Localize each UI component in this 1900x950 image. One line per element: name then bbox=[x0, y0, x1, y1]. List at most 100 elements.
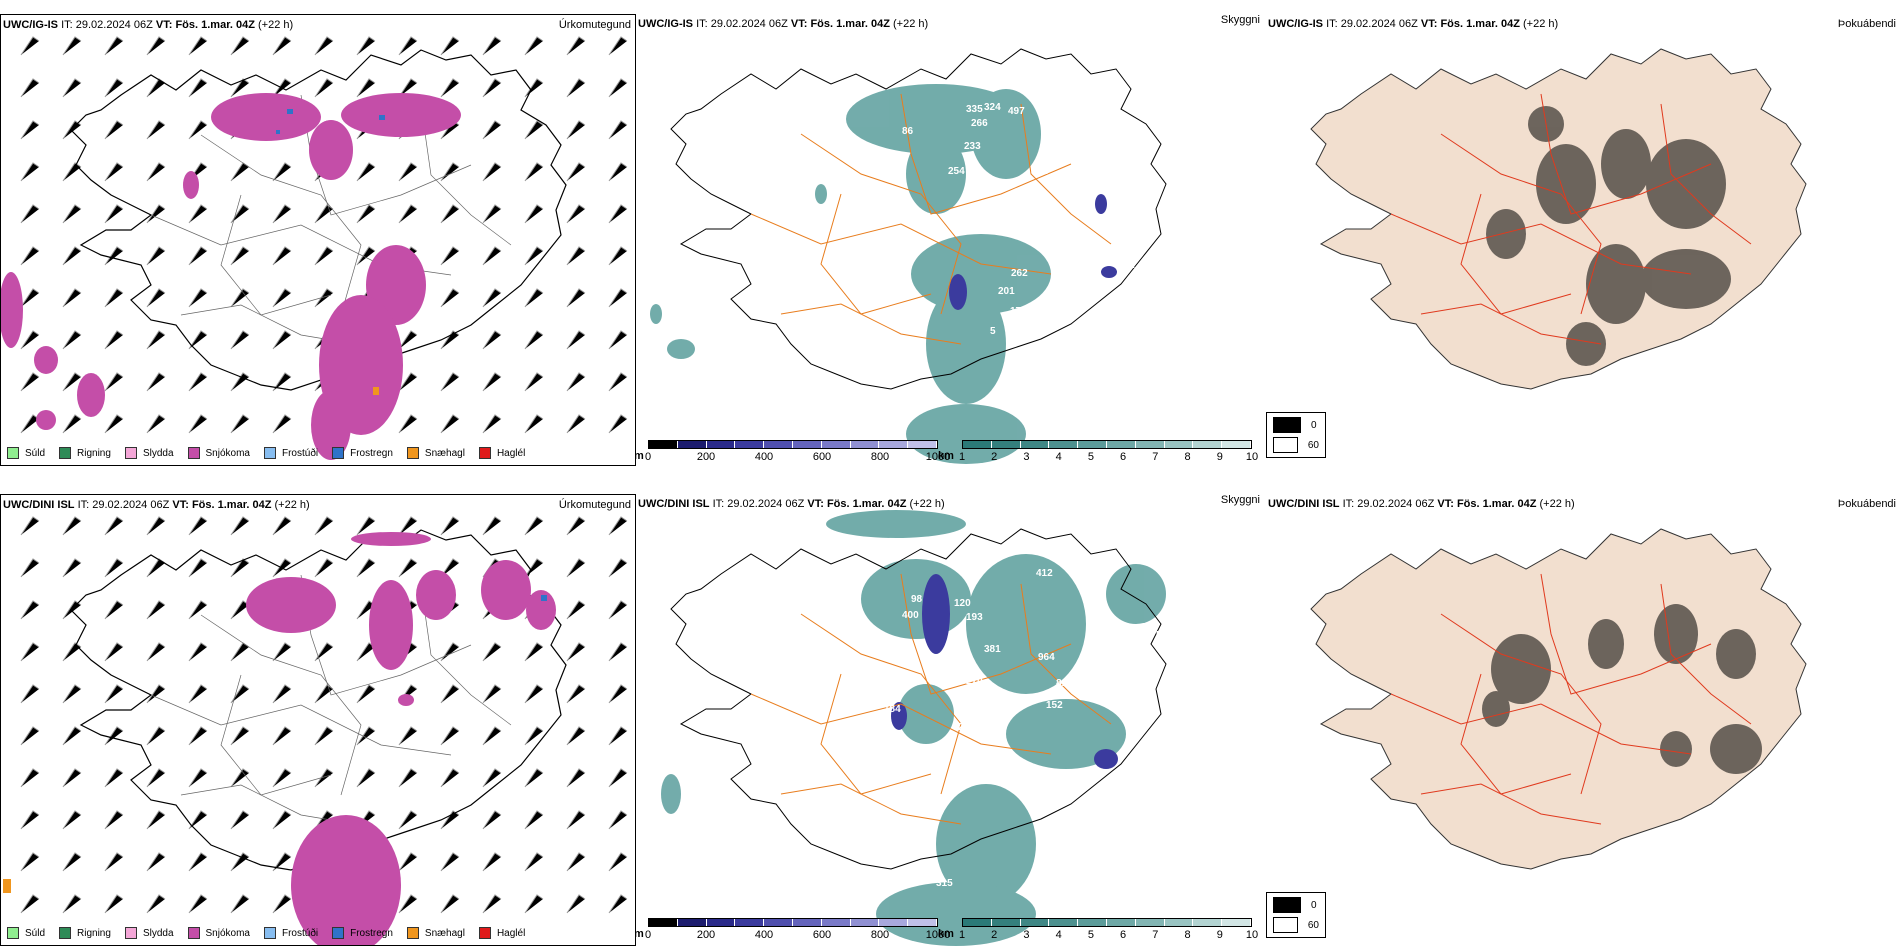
visibility-label: 497 bbox=[1008, 106, 1025, 117]
colorbar-tick: 7 bbox=[1152, 451, 1159, 463]
low-visibility-area bbox=[650, 84, 1051, 464]
colorbar-tick: 2 bbox=[991, 929, 998, 941]
panel-title: Úrkomutegund bbox=[558, 19, 631, 31]
visibility-label: 818 bbox=[1056, 678, 1073, 689]
cloud-base-colorbar: 0 200 400 600 800 1000 m bbox=[636, 440, 950, 466]
colorbar-tick: 9 bbox=[1216, 929, 1223, 941]
colorbar-tick: 0 bbox=[644, 451, 652, 463]
colorbar-tick: 4 bbox=[1055, 451, 1062, 463]
snow-area bbox=[1, 93, 461, 460]
fog-area bbox=[1486, 106, 1731, 366]
fog-legend-top: 0 60 bbox=[1266, 412, 1326, 458]
colorbar-tick: 9 bbox=[1216, 451, 1223, 463]
visibility-label: 5 bbox=[990, 326, 996, 337]
colorbar-tick: 1 bbox=[958, 451, 966, 463]
visibility-label: 199 bbox=[1126, 766, 1143, 777]
visibility-label: 964 bbox=[1038, 652, 1055, 663]
visibility-label: 55 bbox=[1156, 630, 1168, 641]
colorbar-tick: 7 bbox=[1152, 929, 1159, 941]
visibility-label: 331 bbox=[1031, 166, 1048, 177]
legend-item-snjokoma: Snjókoma bbox=[187, 447, 250, 459]
visibility-label: 173 bbox=[876, 726, 893, 737]
legend-item-frostudi: Frostúði bbox=[263, 927, 318, 939]
fog-area bbox=[1482, 604, 1762, 774]
visibility-label: 400 bbox=[902, 610, 919, 621]
visibility-label: 193 bbox=[966, 612, 983, 623]
fog-panel-top: UWC/IG-IS IT: 29.02.2024 06Z VT: Fös. 1.… bbox=[1266, 14, 1900, 466]
fog-legend-bottom: 0 60 bbox=[1266, 892, 1326, 938]
legend-item-rigning: Rigning bbox=[59, 927, 111, 939]
visibility-label: 173 bbox=[1010, 306, 1027, 317]
visibility-label: 503 bbox=[1056, 312, 1073, 323]
panel-header: UWC/DINI ISL IT: 29.02.2024 06Z VT: Fös.… bbox=[1268, 498, 1575, 510]
visibility-label: 254 bbox=[948, 166, 965, 177]
visibility-label: 233 bbox=[964, 141, 981, 152]
visibility-label: 270 bbox=[966, 676, 983, 687]
colorbar-tick: 1 bbox=[958, 929, 966, 941]
colorbar-tick: 600 bbox=[812, 929, 832, 941]
precip-map bbox=[1, 36, 628, 460]
colorbar-tick: 8 bbox=[1184, 451, 1191, 463]
legend-item-snaehagl: Snæhagl bbox=[406, 927, 465, 939]
colorbar-tick: 10 bbox=[1245, 451, 1259, 463]
visibility-label: 201 bbox=[998, 286, 1015, 297]
colorbar-tick: 800 bbox=[870, 929, 890, 941]
colorbar-tick: 5 bbox=[1087, 451, 1094, 463]
visibility-label: 86 bbox=[902, 126, 914, 137]
colorbar-tick: 200 bbox=[696, 451, 716, 463]
colorbar-tick: 0 bbox=[644, 929, 652, 941]
legend-item-rigning: Rigning bbox=[59, 447, 111, 459]
legend-item-frostregn: Frostregn bbox=[332, 927, 393, 939]
colorbar-tick: 3 bbox=[1023, 451, 1030, 463]
precip-type-legend: Súld Rigning Slydda Snjókoma Frostúði Fr… bbox=[7, 447, 539, 459]
colorbar-tick: 600 bbox=[812, 451, 832, 463]
legend-item-haglel: Haglél bbox=[478, 447, 525, 459]
panel-header: UWC/IG-IS IT: 29.02.2024 06Z VT: Fös. 1.… bbox=[638, 18, 929, 30]
panel-title: Þokuábendi bbox=[1837, 18, 1896, 30]
colorbar-tick: 400 bbox=[754, 929, 774, 941]
fog-map bbox=[1310, 48, 1807, 390]
legend-item-sudd: Súld bbox=[7, 927, 45, 939]
colorbar-tick: 200 bbox=[696, 929, 716, 941]
visibility-label: 152 bbox=[1118, 260, 1135, 271]
colorbar-tick: 3 bbox=[1023, 929, 1030, 941]
colorbar-tick: 10 bbox=[1245, 929, 1259, 941]
colorbar-tick: 400 bbox=[754, 451, 774, 463]
panel-title: Úrkomutegund bbox=[558, 499, 631, 511]
panel-title: Þokuábendi bbox=[1837, 498, 1896, 510]
legend-item-slydda: Slydda bbox=[124, 447, 174, 459]
legend-item-frostregn: Frostregn bbox=[332, 447, 393, 459]
visibility-label: 152 bbox=[1046, 700, 1063, 711]
fog-panel-bottom: UWC/DINI ISL IT: 29.02.2024 06Z VT: Fös.… bbox=[1266, 494, 1900, 946]
snow-area bbox=[246, 532, 556, 945]
panel-title: Skyggni bbox=[1220, 494, 1260, 506]
colorbar-tick: 8 bbox=[1184, 929, 1191, 941]
colorbar-tick: 4 bbox=[1055, 929, 1062, 941]
colorbar-tick: 5 bbox=[1087, 929, 1094, 941]
panel-header: UWC/IG-IS IT: 29.02.2024 06Z VT: Fös. 1.… bbox=[1268, 18, 1559, 30]
visibility-label: 335 bbox=[966, 104, 983, 115]
precip-type-panel-bottom: UWC/DINI ISL IT: 29.02.2024 06Z VT: Fös.… bbox=[0, 494, 636, 946]
visibility-label: 266 bbox=[971, 118, 988, 129]
visibility-label: 315 bbox=[936, 878, 953, 889]
legend-item-frostudi: Frostúði bbox=[263, 447, 318, 459]
fog-map bbox=[1310, 528, 1807, 870]
visibility-label: 260 bbox=[958, 722, 975, 733]
panel-header: UWC/IG-IS IT: 29.02.2024 06Z VT: Fös. 1.… bbox=[3, 19, 294, 31]
visibility-label: 402 bbox=[1076, 166, 1093, 177]
panel-header: UWC/DINI ISL IT: 29.02.2024 06Z VT: Fös.… bbox=[3, 499, 310, 511]
colorbar-tick: 1000 bbox=[925, 451, 951, 463]
visibility-label: 262 bbox=[1011, 268, 1028, 279]
visibility-label: 324 bbox=[984, 102, 1001, 113]
colorbar-tick: 6 bbox=[1120, 929, 1127, 941]
visibility-colorbar: 1 2 3 4 5 6 7 8 9 10 km bbox=[938, 918, 1258, 946]
visibility-label: 120 bbox=[954, 598, 971, 609]
colorbar-tick: 1000 bbox=[925, 929, 951, 941]
visibility-colorbar: 1 2 3 4 5 6 7 8 9 10 km bbox=[938, 440, 1258, 466]
visibility-label: 184 bbox=[884, 704, 901, 715]
legend-item-slydda: Slydda bbox=[124, 927, 174, 939]
visibility-label: 412 bbox=[1036, 568, 1053, 579]
panel-header: UWC/DINI ISL IT: 29.02.2024 06Z VT: Fös.… bbox=[638, 498, 945, 510]
